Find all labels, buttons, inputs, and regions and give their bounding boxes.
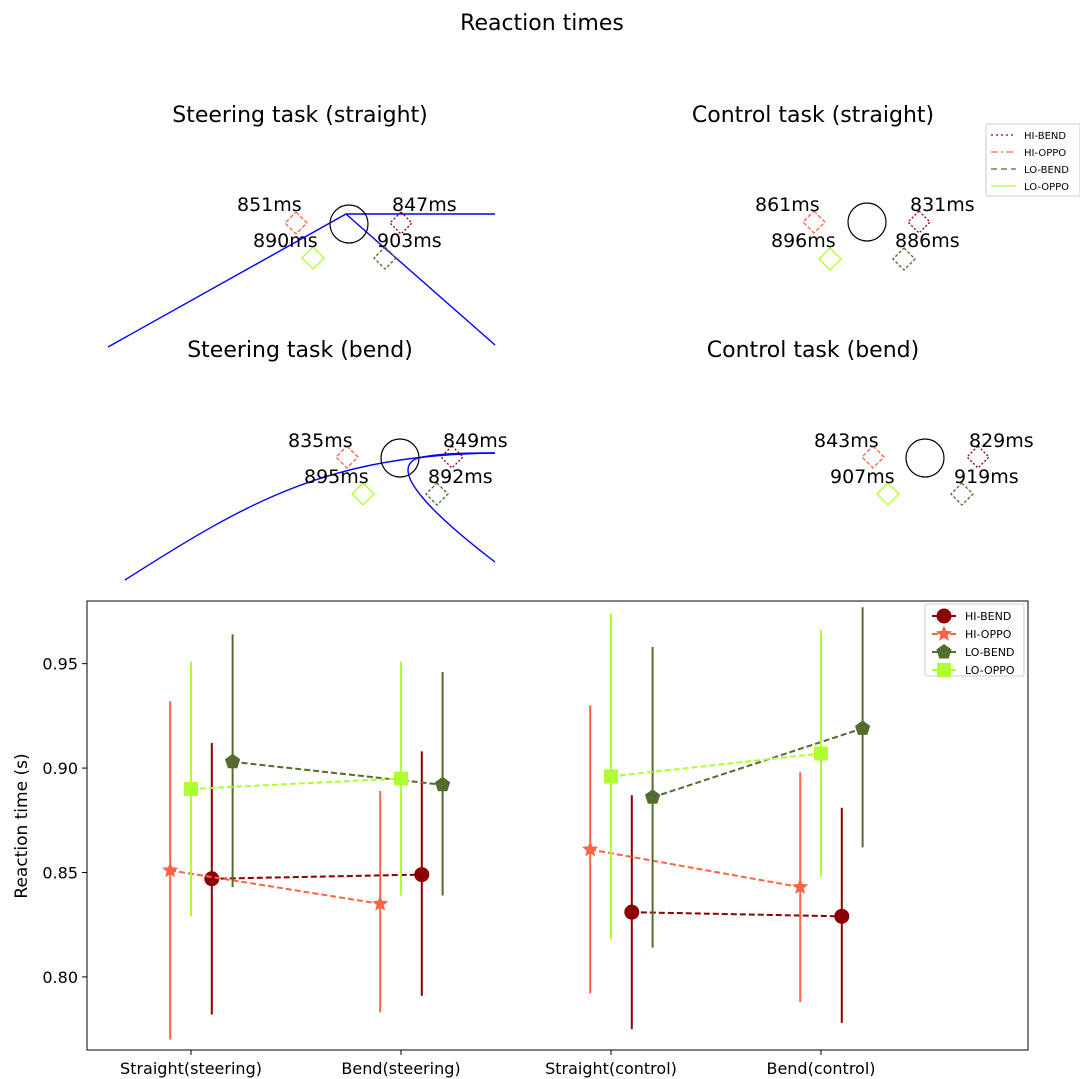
data-point (184, 781, 198, 796)
diamond-lo-oppo (351, 482, 375, 506)
fixation-circle-steering-bend (380, 438, 420, 478)
panel-title-steering-straight: Steering task (straight) (172, 103, 427, 128)
data-point (414, 867, 430, 883)
small-legend-label: LO-OPPO (1024, 182, 1069, 193)
small-legend-label: HI-BEND (1024, 131, 1066, 142)
series-line (631, 911, 842, 918)
figure-title: Reaction times (460, 11, 624, 36)
y-tick-label: 0.90 (42, 759, 78, 778)
diamond-lo-bend (950, 482, 974, 506)
chart-legend: HI-BEND HI-OPPO LO-BEND LO-OPPO (924, 603, 1025, 677)
data-point (372, 895, 389, 911)
legend-label: LO-OPPO (965, 664, 1015, 677)
diamond-hi-oppo (802, 210, 826, 234)
label-hi-bend: 847ms (392, 194, 457, 216)
series-line (652, 727, 863, 799)
diamond-lo-oppo (818, 247, 842, 271)
x-tick-label: Bend(steering) (341, 1059, 460, 1078)
label-hi-bend: 829ms (969, 430, 1034, 452)
data-point (834, 908, 850, 924)
data-point (162, 861, 179, 878)
legend-label: LO-BEND (965, 646, 1014, 659)
fixation-circle-steering-straight (329, 204, 369, 244)
series-line (590, 848, 801, 889)
data-point (435, 776, 451, 792)
label-lo-oppo: 895ms (304, 466, 369, 488)
series-line (211, 873, 422, 880)
y-tick-label: 0.95 (42, 655, 78, 674)
road-steering-straight (107, 213, 496, 348)
road-steering-bend (124, 452, 496, 581)
label-hi-oppo: 861ms (755, 194, 820, 216)
panel-title-control-bend: Control task (bend) (707, 338, 919, 363)
series-hi-oppo (162, 701, 809, 1040)
label-lo-oppo: 896ms (771, 230, 836, 252)
data-point (855, 720, 871, 735)
label-lo-bend: 892ms (428, 466, 493, 488)
chart-legend-frame (924, 603, 1025, 677)
label-hi-bend: 849ms (443, 430, 508, 452)
series-line (610, 752, 822, 778)
diamond-lo-oppo (301, 246, 325, 270)
legend-label: HI-BEND (965, 610, 1011, 623)
y-axis-label: Reaction time (s) (12, 753, 32, 898)
label-hi-oppo: 843ms (814, 430, 879, 452)
data-point (582, 841, 599, 857)
diamond-hi-oppo (861, 445, 885, 469)
small-legend-label: LO-BEND (1024, 165, 1069, 176)
series-line (190, 777, 402, 790)
legend-marker (936, 644, 952, 659)
data-point (645, 789, 661, 804)
diamond-lo-oppo (876, 482, 900, 506)
y-tick-label: 0.80 (42, 968, 78, 987)
legend-marker (936, 608, 952, 624)
diamond-hi-oppo (335, 445, 359, 469)
diamond-lo-bend (425, 482, 449, 506)
small-legend: HI-BEND HI-OPPO LO-BEND LO-OPPO (985, 123, 1080, 197)
diamond-hi-oppo (284, 211, 308, 235)
label-lo-bend: 886ms (895, 230, 960, 252)
small-legend-frame (985, 123, 1080, 197)
x-tick-label: Bend(control) (766, 1059, 875, 1078)
fixation-circle-control-bend (905, 438, 945, 478)
plot-area (86, 600, 1029, 1051)
data-point (394, 771, 408, 786)
data-point (204, 871, 220, 887)
ms-labels: 851ms 847ms 890ms 903ms 861ms 831ms 896m… (237, 194, 1034, 488)
data-point (814, 746, 828, 761)
data-point (604, 769, 618, 784)
small-legend-label: HI-OPPO (1024, 148, 1066, 159)
diamond-lo-bend (373, 246, 397, 270)
label-lo-bend: 919ms (954, 466, 1019, 488)
y-tick-label: 0.85 (42, 863, 78, 882)
legend-marker (937, 663, 951, 677)
data-point (792, 878, 809, 894)
label-lo-bend: 903ms (377, 230, 442, 252)
label-hi-oppo: 851ms (237, 194, 302, 216)
label-hi-oppo: 835ms (288, 430, 353, 452)
legend-marker (935, 625, 953, 641)
x-tick-label: Straight(control) (545, 1059, 677, 1078)
legend-label: HI-OPPO (965, 628, 1012, 641)
panel-title-control-straight: Control task (straight) (692, 103, 934, 128)
x-tick-label: Straight(steering) (120, 1059, 262, 1078)
label-lo-oppo: 890ms (253, 230, 318, 252)
data-point (225, 753, 241, 769)
data-point (624, 904, 640, 920)
series-lo-bend (225, 607, 871, 948)
diamond-lo-bend (892, 247, 916, 271)
main-chart: Reaction time (s) 0.80 0.85 0.90 0.95 Strai… (12, 600, 1029, 1078)
panel-title-steering-bend: Steering task (bend) (187, 338, 413, 363)
label-lo-oppo: 907ms (830, 466, 895, 488)
diamond-markers (284, 210, 990, 506)
fixation-circle-control-straight (847, 202, 887, 242)
series-lo-oppo (184, 613, 828, 940)
series-hi-bend (204, 743, 850, 1030)
label-hi-bend: 831ms (910, 194, 975, 216)
